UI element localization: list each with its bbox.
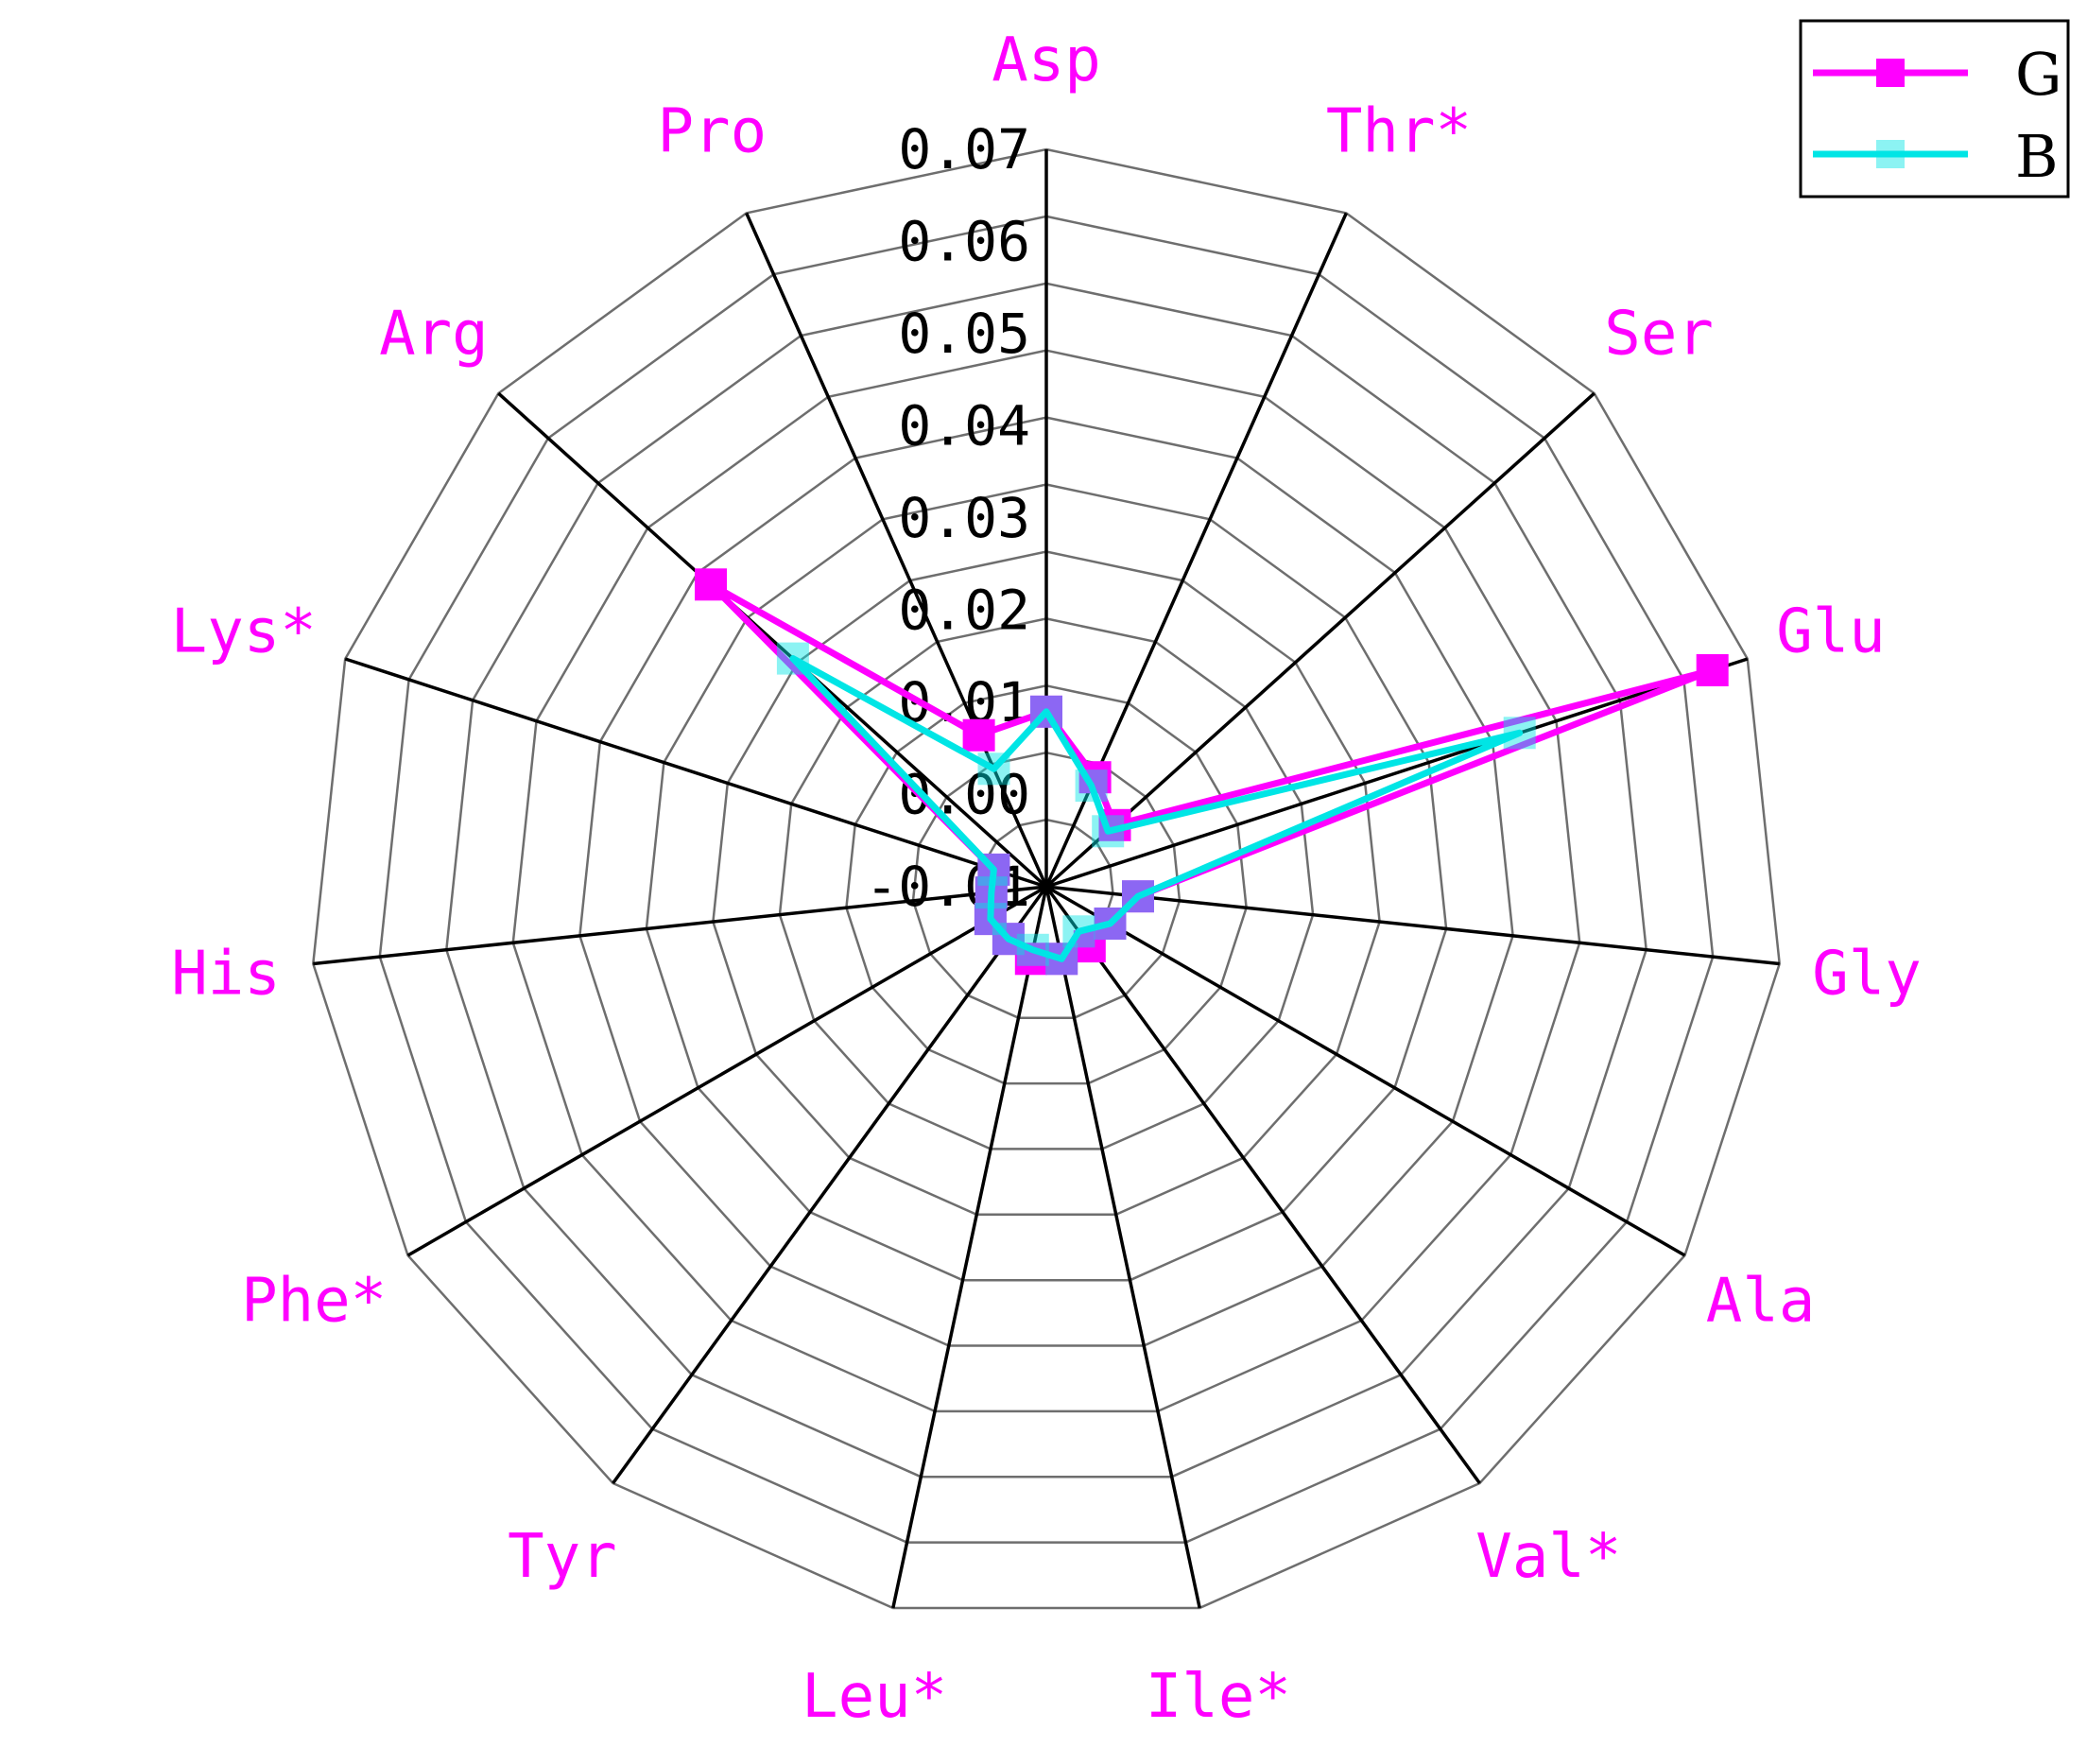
tick-label-4: 0.03 — [898, 486, 1030, 550]
grid-ring-6 — [645, 483, 1448, 1282]
grid-ring-5 — [712, 550, 1381, 1217]
data-point-b-3 — [1503, 717, 1536, 750]
category-label-11: His — [171, 940, 281, 1010]
category-label-13: Arg — [379, 300, 489, 370]
data-series — [695, 568, 1729, 976]
grid-ring-4 — [778, 617, 1315, 1150]
legend-label-g: G — [2015, 40, 2062, 109]
tick-label-5: 0.04 — [898, 394, 1030, 458]
category-label-1: Thr* — [1326, 97, 1472, 167]
category-label-9: Tyr — [508, 1522, 617, 1592]
data-point-b-11 — [975, 876, 1008, 909]
spoke-8 — [891, 886, 1048, 1609]
category-label-4: Gly — [1812, 940, 1922, 1010]
legend-marker-b — [1876, 140, 1905, 168]
data-point-b-8 — [1016, 933, 1049, 966]
grid-ring-7 — [578, 416, 1514, 1347]
data-point-b-2 — [1092, 815, 1125, 848]
spoke-10 — [406, 885, 1047, 1257]
category-label-2: Ser — [1604, 300, 1714, 370]
category-label-12: Lys* — [171, 597, 317, 667]
data-point-b-9 — [992, 923, 1025, 956]
series-markers-b — [776, 642, 1536, 976]
series-markers-g — [695, 568, 1729, 976]
category-label-3: Glu — [1776, 597, 1886, 667]
grid-ring-3 — [845, 684, 1248, 1085]
spoke-13 — [497, 391, 1048, 889]
spoke-4 — [1045, 885, 1780, 966]
legend: G B — [1799, 19, 2070, 199]
spoke-11 — [313, 885, 1047, 966]
data-point-b-14 — [977, 752, 1010, 786]
spoke-12 — [344, 657, 1047, 889]
spoke-9 — [612, 885, 1048, 1485]
category-label-10: Phe* — [241, 1267, 387, 1337]
tick-label-3: 0.02 — [898, 579, 1030, 643]
series-line-b — [789, 655, 1524, 962]
radar-grid — [312, 147, 1781, 1610]
data-point-b-7 — [1045, 943, 1078, 976]
grid-ring-11 — [312, 147, 1781, 1610]
data-point-b-1 — [1075, 770, 1108, 803]
spoke-2 — [1044, 391, 1595, 889]
grid-ring-10 — [378, 215, 1715, 1544]
tick-label-8: 0.07 — [898, 117, 1030, 182]
tick-label-7: 0.06 — [898, 210, 1030, 274]
data-point-b-0 — [1030, 695, 1062, 728]
data-point-b-4 — [1122, 880, 1154, 913]
data-point-b-10 — [974, 903, 1007, 936]
data-point-b-12 — [977, 853, 1010, 886]
data-point-g-3 — [1696, 654, 1729, 686]
spoke-14 — [745, 212, 1048, 888]
legend-marker-g — [1876, 59, 1905, 87]
spoke-7 — [1044, 886, 1201, 1609]
grid-ring-9 — [445, 282, 1647, 1479]
category-label-0: Asp — [992, 26, 1101, 95]
data-point-g-13 — [695, 568, 727, 601]
category-label-6: Val* — [1475, 1522, 1621, 1592]
data-point-b-13 — [776, 642, 809, 675]
spoke-3 — [1045, 657, 1749, 889]
category-label-14: Pro — [658, 97, 768, 167]
grid-ring-8 — [511, 349, 1581, 1413]
spoke-5 — [1045, 885, 1686, 1257]
category-labels: Asp Thr* Ser Glu Gly Ala Val* Ile* Leu* Tyr Phe* Hi… — [171, 26, 1922, 1732]
data-point-b-6 — [1062, 915, 1095, 948]
data-point-g-14 — [962, 718, 995, 752]
category-label-8: Leu* — [802, 1662, 947, 1732]
legend-label-b: B — [2015, 122, 2059, 191]
tick-label-6: 0.05 — [898, 302, 1030, 366]
spoke-6 — [1044, 885, 1481, 1485]
category-label-5: Ala — [1706, 1267, 1816, 1337]
data-point-b-5 — [1094, 908, 1127, 940]
legend-box — [1799, 19, 2070, 199]
category-label-7: Ile* — [1146, 1662, 1291, 1732]
